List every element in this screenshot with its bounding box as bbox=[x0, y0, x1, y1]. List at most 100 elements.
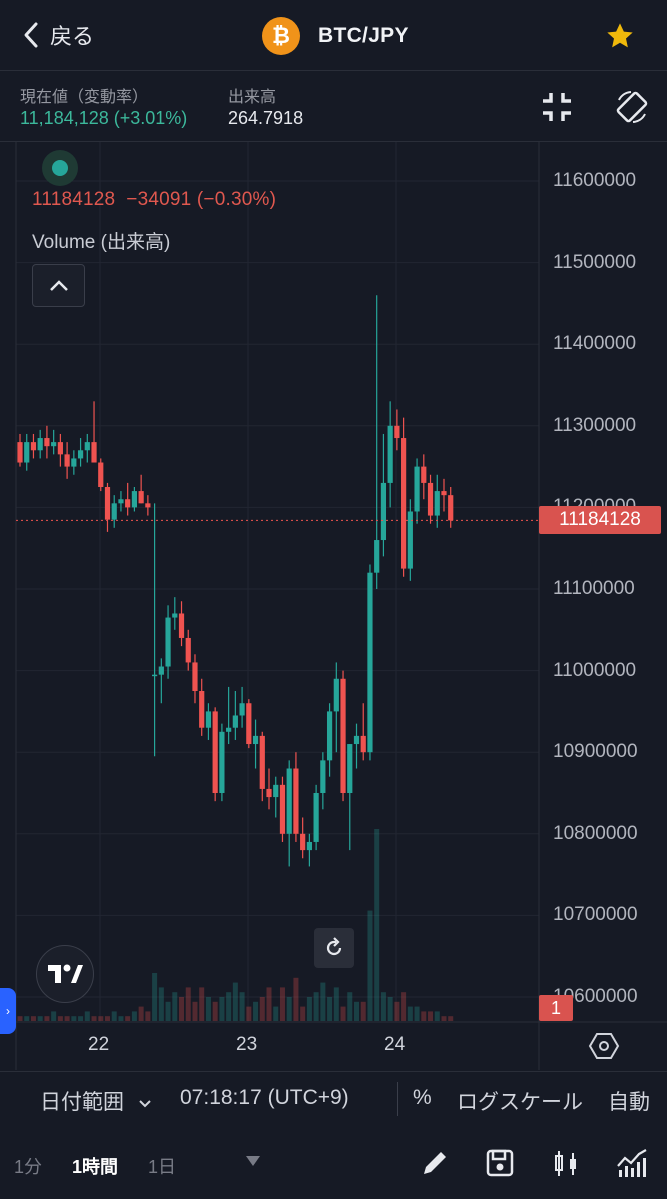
candle-body bbox=[300, 833, 306, 851]
candle-body bbox=[77, 450, 84, 459]
candle-body bbox=[394, 425, 400, 439]
volume-bar bbox=[232, 982, 238, 1021]
volume-bar bbox=[57, 1016, 63, 1021]
volume-bar bbox=[374, 829, 380, 1021]
toolbar-divider bbox=[397, 1082, 398, 1116]
volume-bar bbox=[273, 1006, 279, 1021]
candle-body bbox=[24, 442, 30, 463]
candle-body bbox=[286, 768, 292, 834]
info-bar bbox=[0, 71, 667, 142]
rotate-screen-icon[interactable] bbox=[613, 88, 651, 126]
candle-body bbox=[374, 540, 380, 573]
volume-bar bbox=[259, 997, 265, 1021]
star-icon[interactable] bbox=[604, 20, 636, 52]
price-axis-label: 11400000 bbox=[553, 333, 637, 355]
date-axis-label: 24 bbox=[384, 1034, 406, 1055]
volume-value: 264.7918 bbox=[228, 108, 304, 128]
volume-bar bbox=[51, 1011, 57, 1021]
candle-body bbox=[91, 442, 97, 463]
volume-bar bbox=[367, 910, 373, 1021]
volume-bar bbox=[306, 997, 312, 1021]
volume-bar bbox=[219, 997, 225, 1021]
volume-bar bbox=[158, 987, 164, 1021]
volume-bar bbox=[185, 987, 191, 1021]
volume-tag: 1 bbox=[539, 995, 573, 1021]
pencil-icon[interactable] bbox=[418, 1146, 452, 1180]
candle-body bbox=[111, 503, 117, 520]
candle-body bbox=[98, 462, 104, 487]
candle-body bbox=[340, 678, 346, 793]
candle-body bbox=[212, 711, 218, 793]
candle-body bbox=[239, 703, 245, 716]
back-button[interactable]: 戻る bbox=[22, 18, 94, 52]
volume-bar bbox=[172, 992, 178, 1021]
volume-bar bbox=[387, 997, 393, 1021]
volume-bar bbox=[165, 1001, 171, 1021]
candle-body bbox=[57, 442, 63, 455]
clock-label[interactable]: 07:18:17 (UTC+9) bbox=[180, 1086, 349, 1109]
timeframe-1d[interactable]: 1日 bbox=[148, 1157, 177, 1177]
volume-bar bbox=[266, 987, 272, 1021]
chart-toolbar bbox=[0, 1071, 667, 1130]
candle-body bbox=[421, 466, 427, 483]
candle-body bbox=[313, 793, 319, 842]
bitcoin-icon: ₿ bbox=[262, 17, 300, 55]
candle-body bbox=[448, 495, 454, 521]
tradingview-logo[interactable] bbox=[36, 945, 94, 1003]
candle-body bbox=[152, 674, 158, 677]
volume-bar bbox=[380, 992, 386, 1021]
reset-chart-button[interactable] bbox=[314, 928, 354, 968]
volume-bar bbox=[279, 987, 285, 1021]
candles-icon[interactable] bbox=[549, 1146, 583, 1180]
candle-body bbox=[165, 617, 171, 667]
chevron-left-icon bbox=[24, 22, 38, 48]
volume-bar bbox=[91, 1016, 97, 1021]
volume-bar bbox=[44, 1016, 50, 1021]
volume-bar bbox=[239, 992, 245, 1021]
volume-label: 出来高 bbox=[228, 89, 277, 106]
collapse-indicators-button[interactable] bbox=[32, 264, 85, 307]
price-chart[interactable] bbox=[0, 142, 667, 1070]
price-axis-label: 11600000 bbox=[553, 170, 637, 191]
candle-body bbox=[246, 703, 252, 745]
volume-bar bbox=[333, 987, 339, 1021]
candle-body bbox=[172, 613, 178, 618]
top-bar bbox=[0, 0, 667, 71]
candle-body bbox=[219, 731, 225, 793]
timeframe-1h[interactable]: 1時間 bbox=[72, 1157, 119, 1177]
candle-body bbox=[414, 466, 420, 512]
volume-bar bbox=[152, 973, 158, 1021]
candle-body bbox=[441, 491, 447, 496]
indicators-icon[interactable] bbox=[615, 1146, 649, 1180]
volume-bar bbox=[118, 1016, 124, 1021]
auto-scale-button[interactable]: 自動 bbox=[608, 1091, 650, 1114]
volume-bar bbox=[448, 1016, 454, 1021]
chart-settings-icon[interactable] bbox=[588, 1030, 620, 1062]
collapse-fullscreen-icon[interactable] bbox=[540, 90, 574, 124]
volume-bar bbox=[253, 1001, 259, 1021]
candle-body bbox=[387, 425, 393, 483]
date-range-button[interactable]: 日付範囲 bbox=[40, 1086, 152, 1116]
candle-body bbox=[252, 735, 259, 745]
timeframe-dropdown-icon[interactable] bbox=[245, 1154, 261, 1168]
date-axis-label: 22 bbox=[88, 1034, 110, 1055]
timeframe-1m[interactable]: 1分 bbox=[14, 1157, 43, 1177]
save-icon[interactable] bbox=[483, 1146, 517, 1180]
volume-bar bbox=[226, 992, 232, 1021]
candle-body bbox=[353, 735, 360, 745]
candle-body bbox=[44, 438, 50, 447]
price-label: 現在値（変動率） bbox=[20, 89, 149, 106]
volume-bar bbox=[98, 1016, 104, 1021]
current-price-tag: 11184128 bbox=[539, 506, 661, 534]
price-axis-label: 11300000 bbox=[553, 414, 637, 436]
candle-body bbox=[145, 503, 151, 508]
candle-body bbox=[51, 442, 57, 447]
log-scale-button[interactable]: ログスケール bbox=[457, 1091, 583, 1114]
price-axis-label: 10600000 bbox=[553, 986, 638, 1007]
drawing-panel-handle[interactable]: › bbox=[0, 988, 16, 1034]
percent-scale-button[interactable]: % bbox=[413, 1086, 432, 1109]
candle-body bbox=[185, 637, 191, 663]
back-label: 戻る bbox=[50, 24, 95, 49]
price-axis-label: 10800000 bbox=[553, 822, 638, 844]
chevron-right-icon: › bbox=[6, 1004, 10, 1018]
